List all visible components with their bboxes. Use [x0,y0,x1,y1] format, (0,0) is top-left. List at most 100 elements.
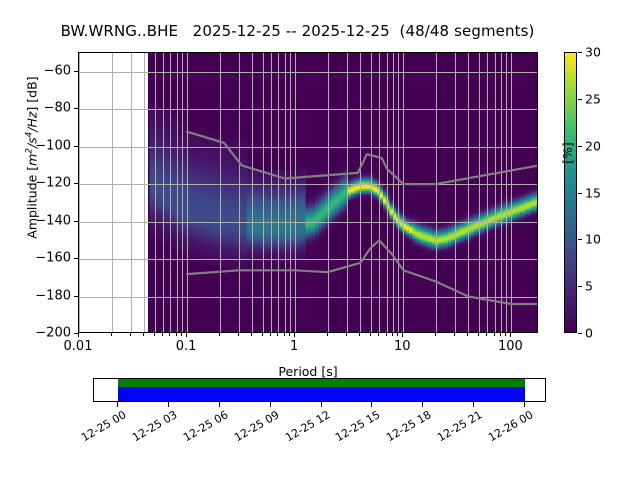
y-major-tick [74,108,78,110]
x-major-tick [294,333,296,337]
colorbar-tick [578,192,582,194]
x-minor-tick [397,333,399,336]
timeline-tick-label: 12-25 06 [180,408,231,445]
x-minor-tick [110,333,112,336]
colorbar-tick [578,239,582,241]
x-minor-tick [378,333,380,336]
timeline-tick-label: 12-25 03 [130,408,180,445]
colorbar-title: [%] [560,142,575,164]
y-tick-label: −180 [35,288,71,304]
y-tick-label: −160 [35,250,71,266]
x-major-tick [78,333,79,337]
colorbar [564,52,577,333]
timeline-tick [320,402,322,407]
x-minor-tick [385,333,387,336]
y-tick-label: −140 [35,213,71,229]
timeline-tick [269,402,271,407]
timeline-tick-label: 12-25 09 [231,408,282,445]
colorbar-tick-label: 15 [585,185,601,200]
timeline-tick-label: 12-25 00 [79,408,129,445]
x-minor-tick [162,333,164,336]
grid-layer [79,53,537,332]
x-tick-label: 0.01 [63,339,93,354]
y-tick-label: −120 [35,175,71,191]
x-tick-label: 100 [497,339,523,354]
y-major-tick [74,295,78,297]
x-minor-tick [289,333,291,336]
y-major-tick [74,70,78,72]
no-data-region [79,53,148,332]
x-tick-label: 1 [290,339,299,354]
timeline-tick-label: 12-25 12 [282,408,333,445]
timeline-tick [524,402,525,407]
x-minor-tick [129,333,131,336]
x-tick-label: 10 [394,339,411,354]
timeline-tick [473,402,475,407]
x-minor-tick [359,333,361,336]
colorbar-tick-label: 30 [585,44,601,60]
y-major-tick [74,333,78,334]
x-major-tick [510,333,512,337]
timeline-tick [218,402,220,407]
data-coverage-blue [118,387,525,401]
x-minor-tick [499,333,501,336]
y-tick-label: −80 [43,100,71,116]
x-major-tick [186,333,188,337]
x-minor-tick [153,333,155,336]
colorbar-tick-label: 25 [585,91,601,107]
timeline-tick-label: 12-25 21 [435,408,485,445]
x-minor-tick [218,333,220,336]
y-major-tick [74,258,78,260]
colorbar-tick [578,52,582,53]
x-minor-tick [453,333,455,336]
data-coverage-timeline[interactable] [93,378,546,402]
timeline-tick [167,402,169,407]
ppsd-axes [78,52,538,333]
ppsd-plot-area [79,53,537,332]
y-major-tick [74,220,78,222]
x-minor-tick [175,333,177,336]
x-minor-tick [467,333,469,336]
x-minor-tick [143,333,145,336]
x-minor-tick [261,333,263,336]
y-tick-label: −200 [35,325,71,341]
x-minor-tick [493,333,495,336]
x-minor-tick [434,333,436,336]
noise-model-high-curve [185,130,537,186]
colorbar-tick-label: 20 [585,138,601,154]
colorbar-tick [578,286,582,288]
noise-model-layer [185,130,537,306]
colorbar-tick [578,98,582,100]
timeline-tick-label: 12-25 15 [333,408,383,445]
colorbar-tick-label: 5 [585,278,593,294]
timeline-tick [371,402,373,407]
colorbar-tick [578,145,582,147]
x-minor-tick [169,333,171,336]
x-tick-label: 0.1 [175,339,197,354]
y-axis-title: Amplitude [m2/s4/Hz] [dB] [24,76,40,239]
colorbar-tick [578,333,582,334]
colorbar-tick-label: 10 [585,231,601,247]
x-minor-tick [270,333,272,336]
x-minor-tick [283,333,285,336]
timeline-tick-label: 12-25 18 [384,408,434,445]
timeline-tick [422,402,424,407]
y-major-tick [74,145,78,147]
x-minor-tick [237,333,239,336]
x-axis-title: Period [s] [278,364,338,379]
timeline-tick-label: 12-26 00 [486,408,536,445]
x-minor-tick [486,333,488,336]
y-tick-label: −60 [43,63,71,79]
x-minor-tick [505,333,507,336]
data-coverage-green [118,379,525,387]
x-minor-tick [326,333,328,336]
noise-model-low-curve [185,239,537,306]
x-major-tick [402,333,404,337]
x-minor-tick [369,333,371,336]
x-minor-tick [345,333,347,336]
x-minor-tick [477,333,479,336]
timeline-tick [117,402,118,407]
y-major-tick [74,183,78,185]
colorbar-tick-label: 0 [585,325,593,341]
y-tick-label: −100 [35,138,71,154]
